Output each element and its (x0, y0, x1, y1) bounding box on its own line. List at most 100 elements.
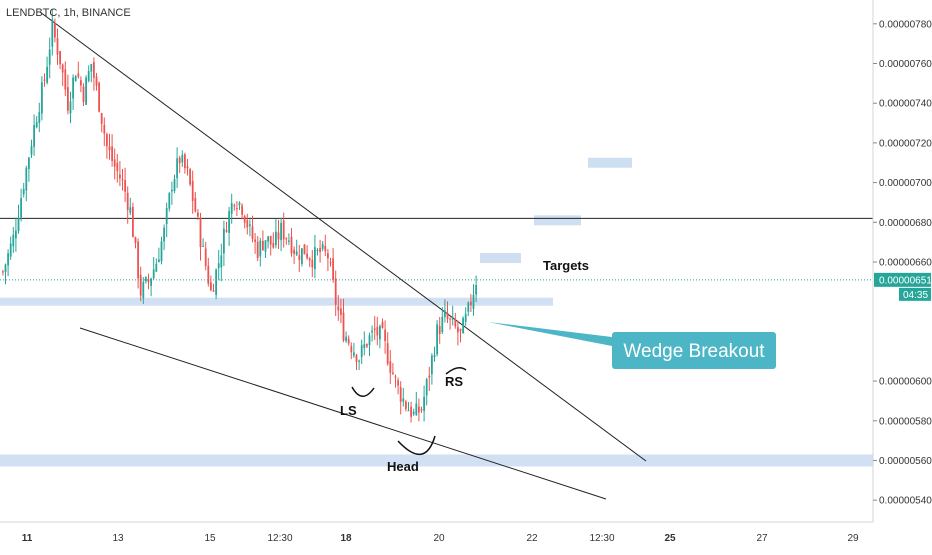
candle-body (262, 240, 264, 251)
candle-body (129, 207, 132, 213)
x-tick-label: 13 (112, 533, 124, 544)
candle-body (111, 146, 113, 161)
candle-body (358, 360, 360, 362)
candle-body (405, 401, 407, 409)
y-tick-label: 0.00000560 (879, 456, 932, 467)
candle-body (199, 217, 202, 248)
candle-body (301, 248, 303, 264)
candle-body (394, 376, 397, 378)
candle-body (319, 247, 321, 252)
candle-body (186, 166, 189, 169)
candle-body (462, 318, 464, 334)
candle-body (350, 346, 353, 353)
candle-body (444, 310, 446, 317)
candle-body (204, 248, 207, 267)
y-tick-label: 0.00000760 (879, 59, 932, 70)
support-zone-upper (0, 297, 553, 306)
candle-body (215, 269, 217, 295)
y-tick-label: 0.00000540 (879, 496, 932, 507)
candle-body (241, 205, 243, 215)
candle-body (176, 158, 178, 179)
candle-body (41, 82, 43, 114)
candle-body (43, 79, 46, 81)
candle-body (433, 354, 436, 357)
candle-body (38, 112, 41, 124)
ls-label: LS (340, 403, 357, 418)
candle-body (259, 240, 262, 257)
candle-body (467, 302, 470, 312)
x-tick-label: 25 (664, 533, 676, 544)
candle-body (150, 278, 152, 286)
x-tick-label: 27 (756, 533, 768, 544)
candle-body (134, 237, 137, 243)
candle-body (184, 154, 186, 169)
candle-body (264, 240, 267, 252)
candle-body (46, 66, 48, 83)
candle-body (17, 217, 20, 232)
candle-body (308, 258, 311, 261)
candle-body (438, 325, 441, 334)
candle-body (103, 124, 106, 134)
candle-body (2, 271, 4, 273)
candle-body (332, 258, 334, 280)
candle-body (124, 180, 126, 192)
candle-body (30, 146, 33, 155)
candle-body (12, 234, 15, 247)
candle-body (233, 205, 236, 207)
wedge-breakout-label: Wedge Breakout (623, 341, 765, 362)
candle-body (87, 70, 90, 81)
y-tick-label: 0.00000660 (879, 257, 932, 268)
candle-body (431, 355, 433, 375)
candle-body (74, 76, 77, 82)
candle-body (228, 211, 230, 233)
candle-body (108, 146, 111, 151)
candle-body (77, 73, 80, 77)
candle-body (290, 236, 293, 254)
candle-body (441, 316, 444, 333)
candle-body (267, 236, 269, 242)
head-label: Head (387, 459, 419, 474)
x-tick-label: 11 (22, 533, 33, 544)
candle-body (95, 76, 98, 86)
candle-body (428, 375, 431, 378)
candle-body (454, 319, 457, 327)
candle-body (165, 207, 168, 225)
x-axis-panel (0, 522, 932, 550)
candle-body (340, 308, 342, 315)
candle-body (9, 243, 12, 257)
candle-body (381, 322, 384, 328)
candle-body (93, 62, 95, 78)
candle-body (298, 255, 301, 260)
candle-body (353, 352, 355, 356)
candle-body (100, 113, 103, 124)
candle-body (82, 86, 85, 102)
candle-body (306, 253, 308, 259)
candle-body (210, 282, 212, 291)
candle-body (407, 410, 410, 412)
candle-body (295, 251, 298, 255)
candle-body (303, 244, 306, 255)
candle-body (389, 361, 392, 373)
candle-body (412, 411, 415, 414)
candle-body (472, 294, 475, 309)
candle-body (59, 50, 61, 65)
candle-body (410, 406, 412, 417)
y-tick-label: 0.00000680 (879, 218, 932, 229)
candle-body (163, 227, 165, 242)
x-tick-label: 12:30 (267, 533, 292, 544)
candle-body (459, 328, 462, 331)
candle-body (217, 263, 220, 269)
candle-body (20, 198, 22, 218)
candle-body (285, 238, 288, 240)
target-zone-1 (480, 253, 521, 264)
candle-body (85, 77, 87, 105)
candle-body (420, 409, 423, 411)
candle-body (178, 157, 181, 164)
candle-body (35, 122, 38, 128)
candle-body (4, 264, 7, 273)
candle-body (366, 344, 368, 347)
candle-body (54, 23, 56, 38)
candle-body (376, 326, 379, 336)
